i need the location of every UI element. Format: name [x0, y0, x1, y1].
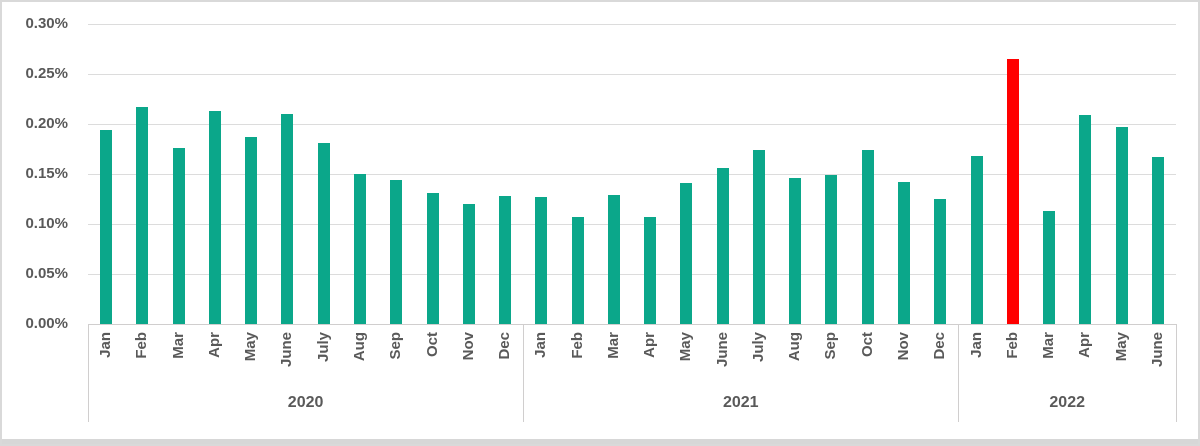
- bar-2021-Sep: [825, 175, 838, 324]
- month-label-2021-Feb: Feb: [568, 332, 586, 359]
- y-tick-label: 0.20%: [25, 115, 68, 132]
- month-label-2021-Nov: Nov: [895, 332, 912, 361]
- month-label-2021-Oct: Oct: [858, 332, 876, 358]
- bar-2021-Feb: [571, 217, 584, 324]
- gridline: [88, 224, 1176, 225]
- month-label-2021-July: July: [749, 332, 767, 363]
- month-label-2020-Sep: Sep: [387, 332, 405, 360]
- gridline: [88, 74, 1176, 75]
- category-divider: [1176, 324, 1177, 422]
- gridline: [88, 174, 1176, 175]
- category-divider: [88, 324, 89, 422]
- month-label-2022-May: May: [1112, 332, 1130, 362]
- month-label-2022-Apr: Apr: [1076, 332, 1094, 358]
- year-label-2022: 2022: [1049, 394, 1085, 411]
- month-label-2021-June: June: [713, 332, 731, 368]
- gridline: [88, 24, 1176, 25]
- bar-2021-Apr: [644, 217, 657, 324]
- month-label-2020-Jan: Jan: [97, 332, 115, 358]
- bar-2020-Oct: [426, 193, 439, 324]
- bar-2020-July: [317, 143, 330, 324]
- x-axis-line: [88, 324, 1176, 325]
- bar-2020-Dec: [499, 196, 512, 324]
- month-label-2020-Feb: Feb: [133, 332, 151, 359]
- y-tick-label: 0.05%: [25, 265, 68, 282]
- month-label-2022-Feb: Feb: [1003, 332, 1021, 359]
- y-tick-label: 0.30%: [25, 15, 68, 32]
- bar-2020-Nov: [462, 204, 475, 324]
- month-label-2021-May: May: [677, 332, 695, 362]
- bar-2020-Sep: [390, 180, 403, 324]
- category-divider: [523, 324, 525, 422]
- year-label-2021: 2021: [722, 394, 759, 411]
- bar-2020-Feb: [136, 107, 149, 324]
- month-label-2022-June: June: [1148, 332, 1166, 368]
- month-label-2021-Aug: Aug: [786, 332, 804, 362]
- month-label-2021-Apr: Apr: [641, 332, 659, 358]
- bar-2022-June: [1151, 157, 1164, 324]
- month-label-2021-Jan: Jan: [532, 332, 550, 358]
- month-label-2020-Mar: Mar: [169, 332, 187, 359]
- y-tick-label: 0.10%: [25, 215, 68, 232]
- bar-2021-Oct: [861, 150, 874, 324]
- month-label-2020-July: July: [314, 332, 332, 363]
- month-label-2022-Mar: Mar: [1040, 332, 1058, 359]
- month-label-2021-Sep: Sep: [822, 332, 840, 360]
- month-label-2020-Aug: Aug: [351, 332, 368, 362]
- category-divider: [958, 324, 960, 422]
- month-label-2020-Oct: Oct: [423, 332, 441, 358]
- bar-2021-July: [752, 150, 765, 324]
- month-label-2020-May: May: [242, 332, 260, 362]
- bar-2020-Apr: [208, 111, 221, 324]
- month-label-2021-Mar: Mar: [604, 332, 622, 359]
- gridline: [88, 274, 1176, 275]
- bar-2020-Jan: [100, 130, 113, 324]
- y-tick-label: 0.15%: [25, 165, 68, 182]
- month-label-2020-Apr: Apr: [205, 332, 223, 358]
- bar-2022-Jan: [970, 156, 983, 324]
- bar-2021-Dec: [934, 199, 947, 324]
- month-label-2020-Nov: Nov: [459, 332, 477, 361]
- bar-2021-Mar: [607, 195, 620, 324]
- bar-2020-Aug: [354, 174, 366, 324]
- bar-2020-May: [245, 137, 258, 324]
- month-label-2020-June: June: [278, 332, 296, 368]
- bar-2020-Mar: [172, 148, 185, 324]
- bar-2022-Mar: [1043, 211, 1056, 324]
- year-label-2020: 2020: [287, 394, 324, 411]
- bottom-strip: [2, 439, 1198, 444]
- y-tick-label: 0.00%: [25, 315, 68, 332]
- month-label-2021-Dec: Dec: [931, 332, 949, 360]
- gridline: [88, 124, 1176, 125]
- bar-2022-May: [1115, 127, 1128, 324]
- bar-2021-June: [716, 168, 729, 324]
- bar-2021-Jan: [535, 197, 548, 324]
- bar-2021-Nov: [898, 182, 910, 324]
- bar-2020-June: [281, 114, 294, 324]
- bar-2022-Apr: [1079, 115, 1092, 324]
- month-label-2022-Jan: Jan: [967, 332, 985, 358]
- bar-2022-Feb: [1006, 59, 1019, 324]
- bar-2021-Aug: [789, 178, 802, 324]
- bar-2021-May: [680, 183, 693, 324]
- month-label-2020-Dec: Dec: [496, 332, 514, 360]
- y-tick-label: 0.25%: [25, 65, 68, 82]
